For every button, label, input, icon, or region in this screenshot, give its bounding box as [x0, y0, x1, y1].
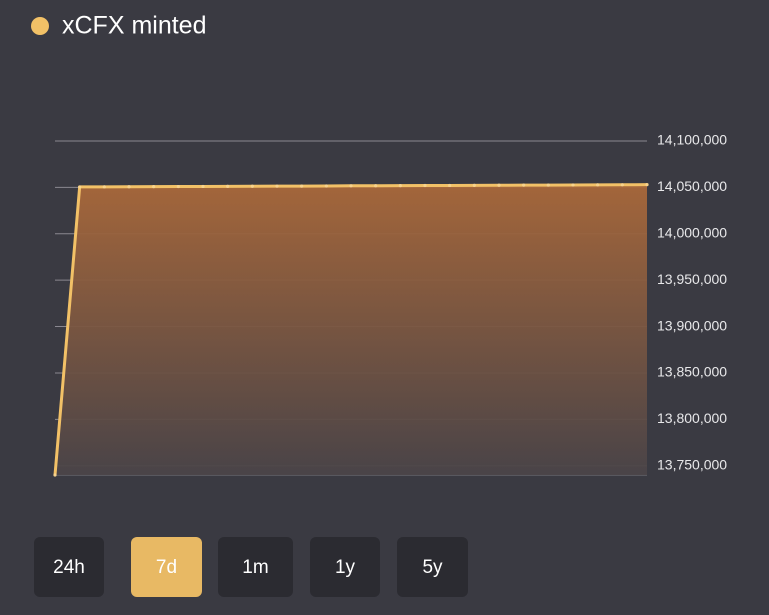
area-fill: [55, 184, 647, 475]
point: [201, 184, 205, 189]
point: [546, 183, 550, 187]
range-button[interactable]: [218, 537, 293, 597]
point: [398, 184, 402, 188]
range-button[interactable]: [34, 537, 104, 597]
range-button-label[interactable]: 24h: [53, 557, 85, 578]
point: [349, 184, 353, 188]
point: [324, 184, 328, 188]
y-tick-label: 14,100,000: [657, 132, 727, 148]
point: [152, 185, 156, 189]
point: [78, 185, 82, 189]
point: [53, 473, 57, 477]
y-tick-label: 13,900,000: [657, 317, 727, 333]
point: [102, 185, 106, 189]
range-button[interactable]: [131, 537, 202, 597]
point: [250, 184, 254, 188]
point: [472, 183, 476, 187]
y-tick-label: 13,750,000: [657, 456, 727, 472]
point: [522, 183, 526, 187]
range-button-label[interactable]: 1m: [242, 557, 268, 578]
y-tick-label: 14,050,000: [657, 178, 727, 194]
y-tick-label: 14,000,000: [657, 224, 727, 240]
range-button-label[interactable]: 7d: [156, 557, 177, 578]
point: [423, 183, 427, 188]
point: [300, 184, 304, 188]
point: [374, 184, 378, 188]
range-button[interactable]: [397, 537, 468, 597]
range-button-label[interactable]: 1y: [335, 557, 356, 578]
legend-label: xCFX minted: [62, 12, 206, 40]
legend-dot: [31, 17, 49, 35]
point: [176, 184, 180, 189]
point: [127, 185, 131, 189]
range-button[interactable]: [310, 537, 380, 597]
point: [226, 184, 230, 188]
point: [497, 183, 501, 187]
point: [448, 183, 452, 188]
point: [620, 183, 624, 187]
range-button-label[interactable]: 5y: [422, 557, 443, 578]
point: [596, 183, 600, 187]
y-tick-label: 13,950,000: [657, 271, 727, 287]
y-tick-label: 13,850,000: [657, 364, 727, 380]
point: [645, 183, 649, 187]
y-tick-label: 13,800,000: [657, 410, 727, 426]
point: [275, 184, 279, 188]
point: [571, 183, 575, 187]
